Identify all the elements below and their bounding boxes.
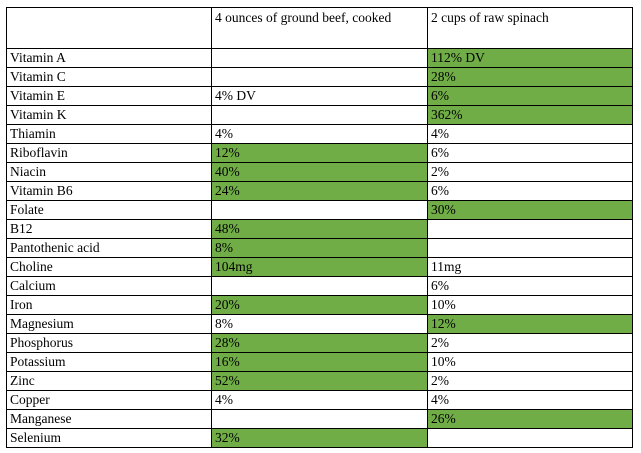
nutrient-cell: Vitamin B6 [7,182,212,201]
nutrition-comparison-table: 4 ounces of ground beef, cooked 2 cups o… [6,7,633,448]
table-row: Vitamin A 112% DV [7,49,633,68]
table-row: Phosphorus 28% 2% [7,334,633,353]
nutrient-cell: Selenium [7,429,212,448]
spinach-value-cell: 2% [428,163,633,182]
spinach-value-cell: 26% [428,410,633,429]
table-row: Zinc 52% 2% [7,372,633,391]
spinach-value-cell: 112% DV [428,49,633,68]
nutrient-cell: Zinc [7,372,212,391]
nutrient-cell: Iron [7,296,212,315]
nutrient-cell: Folate [7,201,212,220]
table-row: Riboflavin 12% 6% [7,144,633,163]
nutrient-cell: Manganese [7,410,212,429]
beef-value-cell: 40% [212,163,428,182]
spinach-value-cell: 2% [428,372,633,391]
table-header: 4 ounces of ground beef, cooked 2 cups o… [7,8,633,49]
nutrient-cell: Vitamin A [7,49,212,68]
table-row: Calcium 6% [7,277,633,296]
beef-value-cell: 4% [212,125,428,144]
table-row: Iron 20% 10% [7,296,633,315]
spinach-value-cell: 10% [428,296,633,315]
beef-value-cell: 16% [212,353,428,372]
table-row: Vitamin E 4% DV 6% [7,87,633,106]
table-row: B12 48% [7,220,633,239]
table-row: Choline 104mg 11mg [7,258,633,277]
table-row: Niacin 40% 2% [7,163,633,182]
spinach-value-cell: 11mg [428,258,633,277]
beef-value-cell: 20% [212,296,428,315]
beef-value-cell: 12% [212,144,428,163]
table-row: Manganese 26% [7,410,633,429]
nutrient-cell: Phosphorus [7,334,212,353]
table-row: Pantothenic acid 8% [7,239,633,258]
header-raw-spinach: 2 cups of raw spinach [428,8,633,49]
spinach-value-cell: 362% [428,106,633,125]
nutrient-cell: Vitamin E [7,87,212,106]
beef-value-cell [212,277,428,296]
nutrient-cell: Niacin [7,163,212,182]
beef-value-cell [212,410,428,429]
nutrient-cell: Vitamin C [7,68,212,87]
spinach-value-cell: 6% [428,144,633,163]
nutrient-cell: Copper [7,391,212,410]
spinach-value-cell: 10% [428,353,633,372]
beef-value-cell: 52% [212,372,428,391]
header-nutrient [7,8,212,49]
header-ground-beef: 4 ounces of ground beef, cooked [212,8,428,49]
table-row: Selenium 32% [7,429,633,448]
spinach-value-cell: 4% [428,125,633,144]
nutrient-cell: Potassium [7,353,212,372]
beef-value-cell: 24% [212,182,428,201]
spinach-value-cell: 6% [428,182,633,201]
nutrient-cell: Magnesium [7,315,212,334]
beef-value-cell: 48% [212,220,428,239]
table-row: Folate 30% [7,201,633,220]
nutrient-cell: Vitamin K [7,106,212,125]
spinach-value-cell: 28% [428,68,633,87]
beef-value-cell: 8% [212,315,428,334]
spinach-value-cell [428,220,633,239]
spinach-value-cell: 2% [428,334,633,353]
spinach-value-cell: 30% [428,201,633,220]
beef-value-cell: 4% DV [212,87,428,106]
spinach-value-cell: 6% [428,277,633,296]
nutrient-cell: Riboflavin [7,144,212,163]
beef-value-cell: 28% [212,334,428,353]
beef-value-cell [212,106,428,125]
nutrient-cell: Thiamin [7,125,212,144]
spinach-value-cell [428,429,633,448]
spinach-value-cell [428,239,633,258]
table-row: Magnesium 8% 12% [7,315,633,334]
nutrient-cell: B12 [7,220,212,239]
nutrient-cell: Pantothenic acid [7,239,212,258]
beef-value-cell: 4% [212,391,428,410]
table-row: Vitamin K 362% [7,106,633,125]
table-row: Copper 4% 4% [7,391,633,410]
table-row: Vitamin C 28% [7,68,633,87]
table-row: Potassium 16% 10% [7,353,633,372]
spinach-value-cell: 12% [428,315,633,334]
beef-value-cell: 104mg [212,258,428,277]
beef-value-cell: 8% [212,239,428,258]
table-row: Thiamin 4% 4% [7,125,633,144]
beef-value-cell [212,49,428,68]
table-body: Vitamin A 112% DV Vitamin C 28% Vitamin E 4% … [7,49,633,448]
table-row: Vitamin B6 24% 6% [7,182,633,201]
beef-value-cell [212,201,428,220]
nutrient-cell: Calcium [7,277,212,296]
nutrient-cell: Choline [7,258,212,277]
header-row: 4 ounces of ground beef, cooked 2 cups o… [7,8,633,49]
beef-value-cell [212,68,428,87]
beef-value-cell: 32% [212,429,428,448]
spinach-value-cell: 6% [428,87,633,106]
spinach-value-cell: 4% [428,391,633,410]
